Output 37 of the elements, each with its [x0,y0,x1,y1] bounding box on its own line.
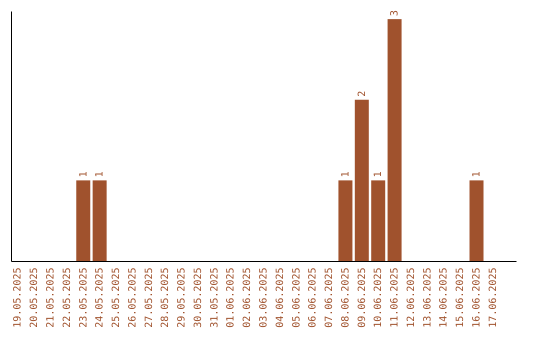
x-tick-label: 12.06.2025 [406,268,417,328]
x-tick-label: 13.06.2025 [422,268,434,328]
x-tick-label: 09.06.2025 [356,268,368,328]
x-tick-label: 10.06.2025 [373,268,384,328]
x-tick-label: 16.06.2025 [472,268,483,328]
x-tick-label: 24.05.2025 [94,268,106,328]
x-tick-label: 25.05.2025 [111,268,122,328]
data-label: 3 [390,10,401,16]
x-tick-label: 22.05.2025 [62,268,73,328]
data-label: 1 [340,171,352,178]
x-tick-label: 08.06.2025 [340,268,352,328]
x-tick-label: 03.06.2025 [258,268,270,328]
x-tick-label: 02.06.2025 [242,268,254,328]
x-tick-label: 21.05.2025 [45,268,56,328]
x-tick-label: 04.06.2025 [274,268,286,328]
x-tick-label: 23.05.2025 [78,268,90,328]
x-tick-label: 29.05.2025 [176,268,188,328]
x-tick-label: 19.05.2025 [12,268,24,328]
data-label: 2 [356,90,368,97]
x-tick-label: 31.05.2025 [209,268,220,328]
x-tick-label: 01.06.2025 [226,268,237,328]
x-tick-label: 06.06.2025 [308,268,319,328]
x-tick-label: 28.05.2025 [160,268,172,328]
x-tick-label: 27.05.2025 [144,268,155,328]
x-tick-label: 17.06.2025 [488,268,499,328]
x-tick-label: 07.06.2025 [324,268,336,328]
data-label: 1 [472,171,483,178]
x-tick-label: 20.05.2025 [29,268,40,328]
data-label: 1 [78,171,90,178]
x-tick-label: 15.06.2025 [455,268,466,328]
x-tick-label: 05.06.2025 [291,268,302,328]
x-tick-label: 14.06.2025 [438,268,450,328]
data-label: 1 [94,171,106,178]
x-tick-label: 26.05.2025 [127,268,138,328]
x-tick-label: 11.06.2025 [390,268,401,328]
x-tick-label: 30.05.2025 [192,268,204,328]
data-label: 1 [373,171,384,178]
